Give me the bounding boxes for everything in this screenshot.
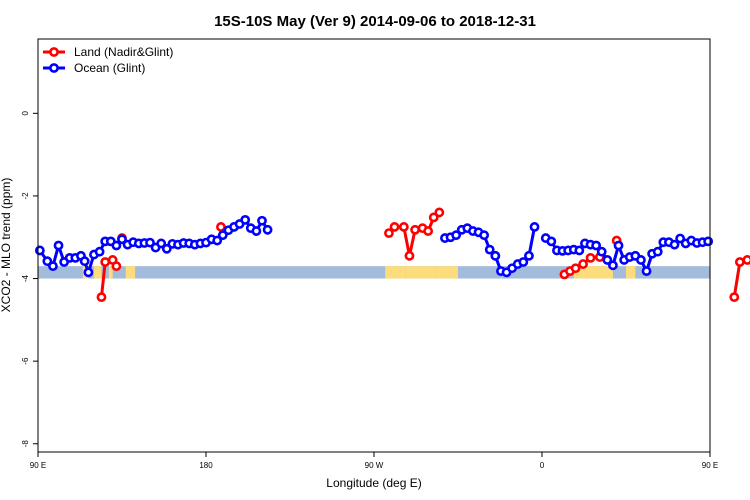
data-point [742, 255, 750, 265]
legend-label: Ocean (Glint) [74, 61, 145, 75]
data-point [216, 222, 226, 232]
data-point [156, 238, 167, 249]
data-point [451, 230, 462, 241]
y-tick-label: -8 [21, 440, 30, 448]
data-point [384, 228, 394, 239]
data-point [161, 243, 172, 254]
x-axis: 90 E 180 90 W 0 90 E [30, 452, 718, 470]
data-point [608, 260, 618, 271]
data-point [669, 239, 680, 250]
x-tick-label: 180 [199, 461, 213, 470]
data-point [602, 255, 613, 265]
y-axis-label: XCO2 - MLO trend (ppm) [0, 178, 13, 313]
data-point [490, 250, 501, 261]
land-segment [405, 266, 436, 279]
data-point [410, 224, 420, 235]
data-point [48, 261, 58, 272]
data-point [42, 256, 53, 267]
data-point [578, 259, 588, 269]
data-point [729, 292, 740, 303]
data-point [398, 222, 409, 232]
data-point [257, 215, 267, 226]
data-point [83, 267, 94, 278]
land-segment [125, 266, 136, 279]
x-tick-label: 90 E [30, 461, 46, 470]
land-segment [598, 266, 613, 279]
data-point [217, 230, 228, 241]
chart-title: 15S-10S May (Ver 9) 2014-09-06 to 2018-1… [214, 13, 536, 30]
data-point [251, 226, 262, 236]
data-point [675, 233, 686, 244]
legend-marker [49, 47, 59, 57]
data-point [79, 256, 90, 267]
data-point [145, 237, 155, 248]
series-layer [34, 207, 750, 303]
data-point [100, 257, 111, 267]
data-point [96, 292, 107, 303]
data-point [596, 246, 607, 257]
land-segment [94, 266, 102, 279]
land-segment [108, 266, 113, 279]
data-point [518, 257, 529, 267]
data-point [591, 240, 602, 251]
x-tick-label: 90 E [702, 461, 718, 470]
data-point [734, 257, 745, 267]
y-tick-label: -4 [21, 274, 30, 282]
data-point [53, 240, 64, 251]
legend-marker [49, 63, 59, 73]
data-point [404, 250, 415, 261]
ocean-band [38, 266, 710, 279]
data-point [434, 207, 445, 218]
data-point [524, 250, 534, 261]
data-point [212, 235, 223, 246]
land-ocean-band [38, 266, 710, 279]
land-segment [626, 266, 636, 279]
data-point [111, 240, 122, 251]
data-point [641, 266, 652, 277]
legend-label: Land (Nadir&Glint) [74, 45, 173, 59]
data-point [574, 245, 585, 256]
data-point [585, 252, 596, 263]
data-point [117, 234, 127, 245]
y-axis: 0 -2 -4 -6 -8 [21, 111, 38, 448]
data-point [529, 222, 540, 232]
data-point [484, 244, 495, 255]
land-segment [435, 266, 458, 279]
y-tick-label: -2 [21, 192, 30, 200]
data-point [34, 245, 45, 256]
x-axis-label: Longitude (deg E) [326, 476, 421, 490]
legend: Land (Nadir&Glint) Ocean (Glint) [43, 45, 173, 75]
x-tick-label: 90 W [365, 461, 384, 470]
data-point [613, 240, 624, 251]
x-tick-label: 0 [540, 461, 545, 470]
data-point [389, 222, 400, 232]
data-point [479, 230, 490, 241]
data-point [428, 212, 439, 223]
data-point [240, 214, 251, 225]
y-tick-label: -6 [21, 357, 30, 365]
data-point [111, 261, 122, 272]
land-segment [385, 266, 406, 279]
data-point [652, 246, 663, 257]
data-point [94, 246, 105, 257]
data-point [262, 224, 273, 235]
data-point [570, 263, 581, 274]
data-point [636, 255, 646, 265]
y-tick-label: 0 [21, 111, 30, 116]
data-point [703, 236, 714, 247]
data-point [423, 226, 434, 236]
data-point [546, 236, 557, 247]
